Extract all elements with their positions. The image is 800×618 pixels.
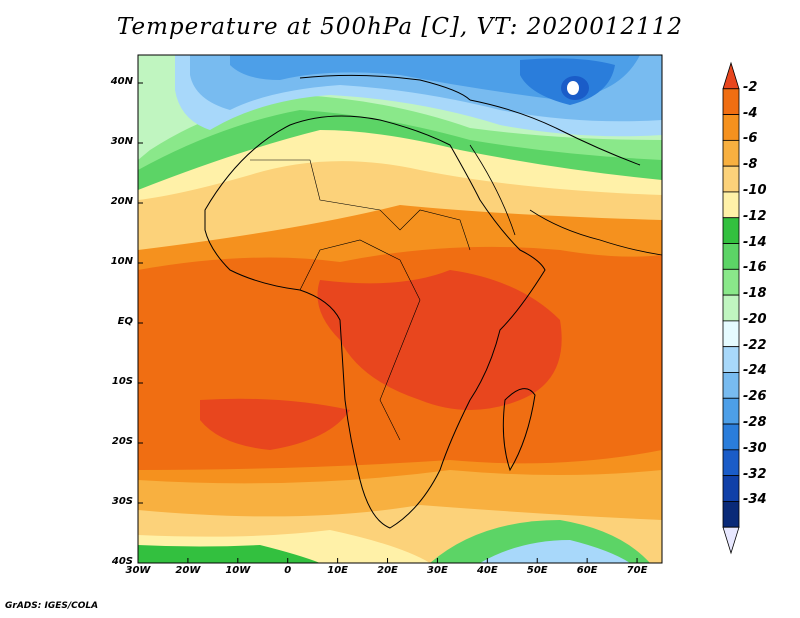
lon-label: 30E bbox=[427, 565, 448, 576]
colorbar-label: -26 bbox=[743, 389, 767, 405]
colorbar-label: -32 bbox=[743, 466, 767, 482]
lat-label: 10S bbox=[111, 376, 133, 387]
colorbar-swatch bbox=[722, 320, 740, 348]
colorbar-swatch bbox=[722, 268, 740, 296]
colorbar-label: -18 bbox=[743, 286, 767, 302]
lat-label: 40S bbox=[111, 556, 133, 567]
colorbar-swatch bbox=[722, 475, 740, 502]
colorbar-swatch bbox=[722, 501, 740, 528]
colorbar bbox=[722, 61, 740, 555]
colorbar-label: -30 bbox=[743, 440, 767, 456]
colorbar-label: -2 bbox=[743, 79, 758, 95]
lon-label: 20E bbox=[377, 565, 398, 576]
colorbar-label: -22 bbox=[743, 337, 767, 353]
colorbar-swatch bbox=[722, 423, 740, 451]
colorbar-swatch bbox=[722, 449, 740, 477]
lon-label: 40E bbox=[476, 565, 498, 576]
colorbar-swatch bbox=[722, 526, 740, 555]
lon-label: 60E bbox=[576, 565, 598, 576]
grads-credit: GrADS: IGES/COLA bbox=[5, 601, 99, 611]
lat-label: 20N bbox=[110, 196, 133, 207]
colorbar-label: -6 bbox=[743, 131, 758, 147]
lat-label: 30S bbox=[111, 496, 133, 507]
lat-label: EQ bbox=[117, 316, 133, 327]
colorbar-label: -10 bbox=[743, 182, 767, 198]
colorbar-swatch bbox=[722, 294, 740, 322]
colorbar-swatch bbox=[722, 165, 740, 193]
lon-label: 70E bbox=[626, 565, 648, 576]
colorbar-swatch bbox=[722, 114, 740, 141]
colorbar-swatch bbox=[722, 372, 740, 399]
colorbar-swatch bbox=[722, 217, 740, 244]
colorbar-label: -14 bbox=[743, 234, 767, 250]
colorbar-swatch bbox=[722, 61, 740, 90]
lon-label: 10E bbox=[327, 565, 348, 576]
colorbar-swatch bbox=[722, 346, 740, 373]
colorbar-swatch bbox=[722, 243, 740, 270]
colorbar-label: -16 bbox=[743, 260, 767, 276]
colorbar-swatch bbox=[722, 139, 740, 167]
colorbar-label: -34 bbox=[743, 492, 767, 508]
temperature-field bbox=[138, 55, 662, 563]
colorbar-label: -28 bbox=[743, 415, 767, 431]
lat-label: 40N bbox=[110, 76, 133, 87]
colorbar-label: -12 bbox=[743, 208, 767, 224]
lat-label: 10N bbox=[110, 256, 133, 267]
colorbar-swatch bbox=[722, 191, 740, 219]
lon-label: 10W bbox=[225, 565, 251, 576]
colorbar-swatch bbox=[722, 397, 740, 425]
lon-label: 30W bbox=[125, 565, 151, 576]
lon-label: 20W bbox=[175, 565, 201, 576]
colorbar-label: -8 bbox=[743, 157, 758, 173]
colorbar-label: -4 bbox=[743, 105, 758, 121]
colorbar-swatch bbox=[722, 88, 740, 115]
colorbar-label: -24 bbox=[743, 363, 767, 379]
colorbar-label: -20 bbox=[743, 311, 767, 327]
lat-label: 20S bbox=[111, 436, 133, 447]
lon-label: 50E bbox=[526, 565, 548, 576]
lon-label: 0 bbox=[284, 565, 292, 576]
axis-ticks bbox=[137, 82, 638, 564]
chart-title: Temperature at 500hPa [C], VT: 202001211… bbox=[116, 14, 684, 40]
lat-label: 30N bbox=[110, 136, 133, 147]
